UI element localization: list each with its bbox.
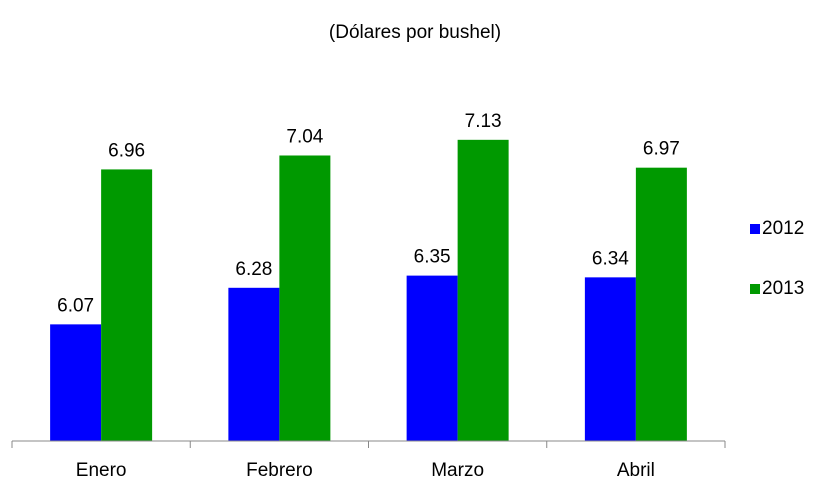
bar xyxy=(228,287,280,441)
chart-subtitle: (Dólares por bushel) xyxy=(329,22,501,43)
legend-swatch xyxy=(750,224,760,234)
value-label: 6.34 xyxy=(592,248,629,269)
value-label: 6.07 xyxy=(57,295,94,316)
value-label: 6.28 xyxy=(235,259,272,280)
x-tick-label: Enero xyxy=(76,460,127,481)
legend-label: 2012 xyxy=(762,218,804,239)
value-label: 6.96 xyxy=(108,140,145,161)
value-label: 7.13 xyxy=(465,111,502,132)
bar xyxy=(457,139,509,441)
bar xyxy=(101,169,153,441)
x-tick-label: Marzo xyxy=(431,460,484,481)
legend-label: 2013 xyxy=(762,278,804,299)
bar xyxy=(406,275,458,441)
bar xyxy=(279,155,331,441)
bar xyxy=(50,324,102,441)
legend-swatch xyxy=(750,284,760,294)
value-label: 6.35 xyxy=(414,247,451,268)
bar xyxy=(584,277,636,441)
x-tick-label: Febrero xyxy=(246,460,313,481)
x-tick-label: Abril xyxy=(617,460,655,481)
value-label: 6.97 xyxy=(643,139,680,160)
bar xyxy=(635,167,687,441)
value-label: 7.04 xyxy=(286,127,323,148)
